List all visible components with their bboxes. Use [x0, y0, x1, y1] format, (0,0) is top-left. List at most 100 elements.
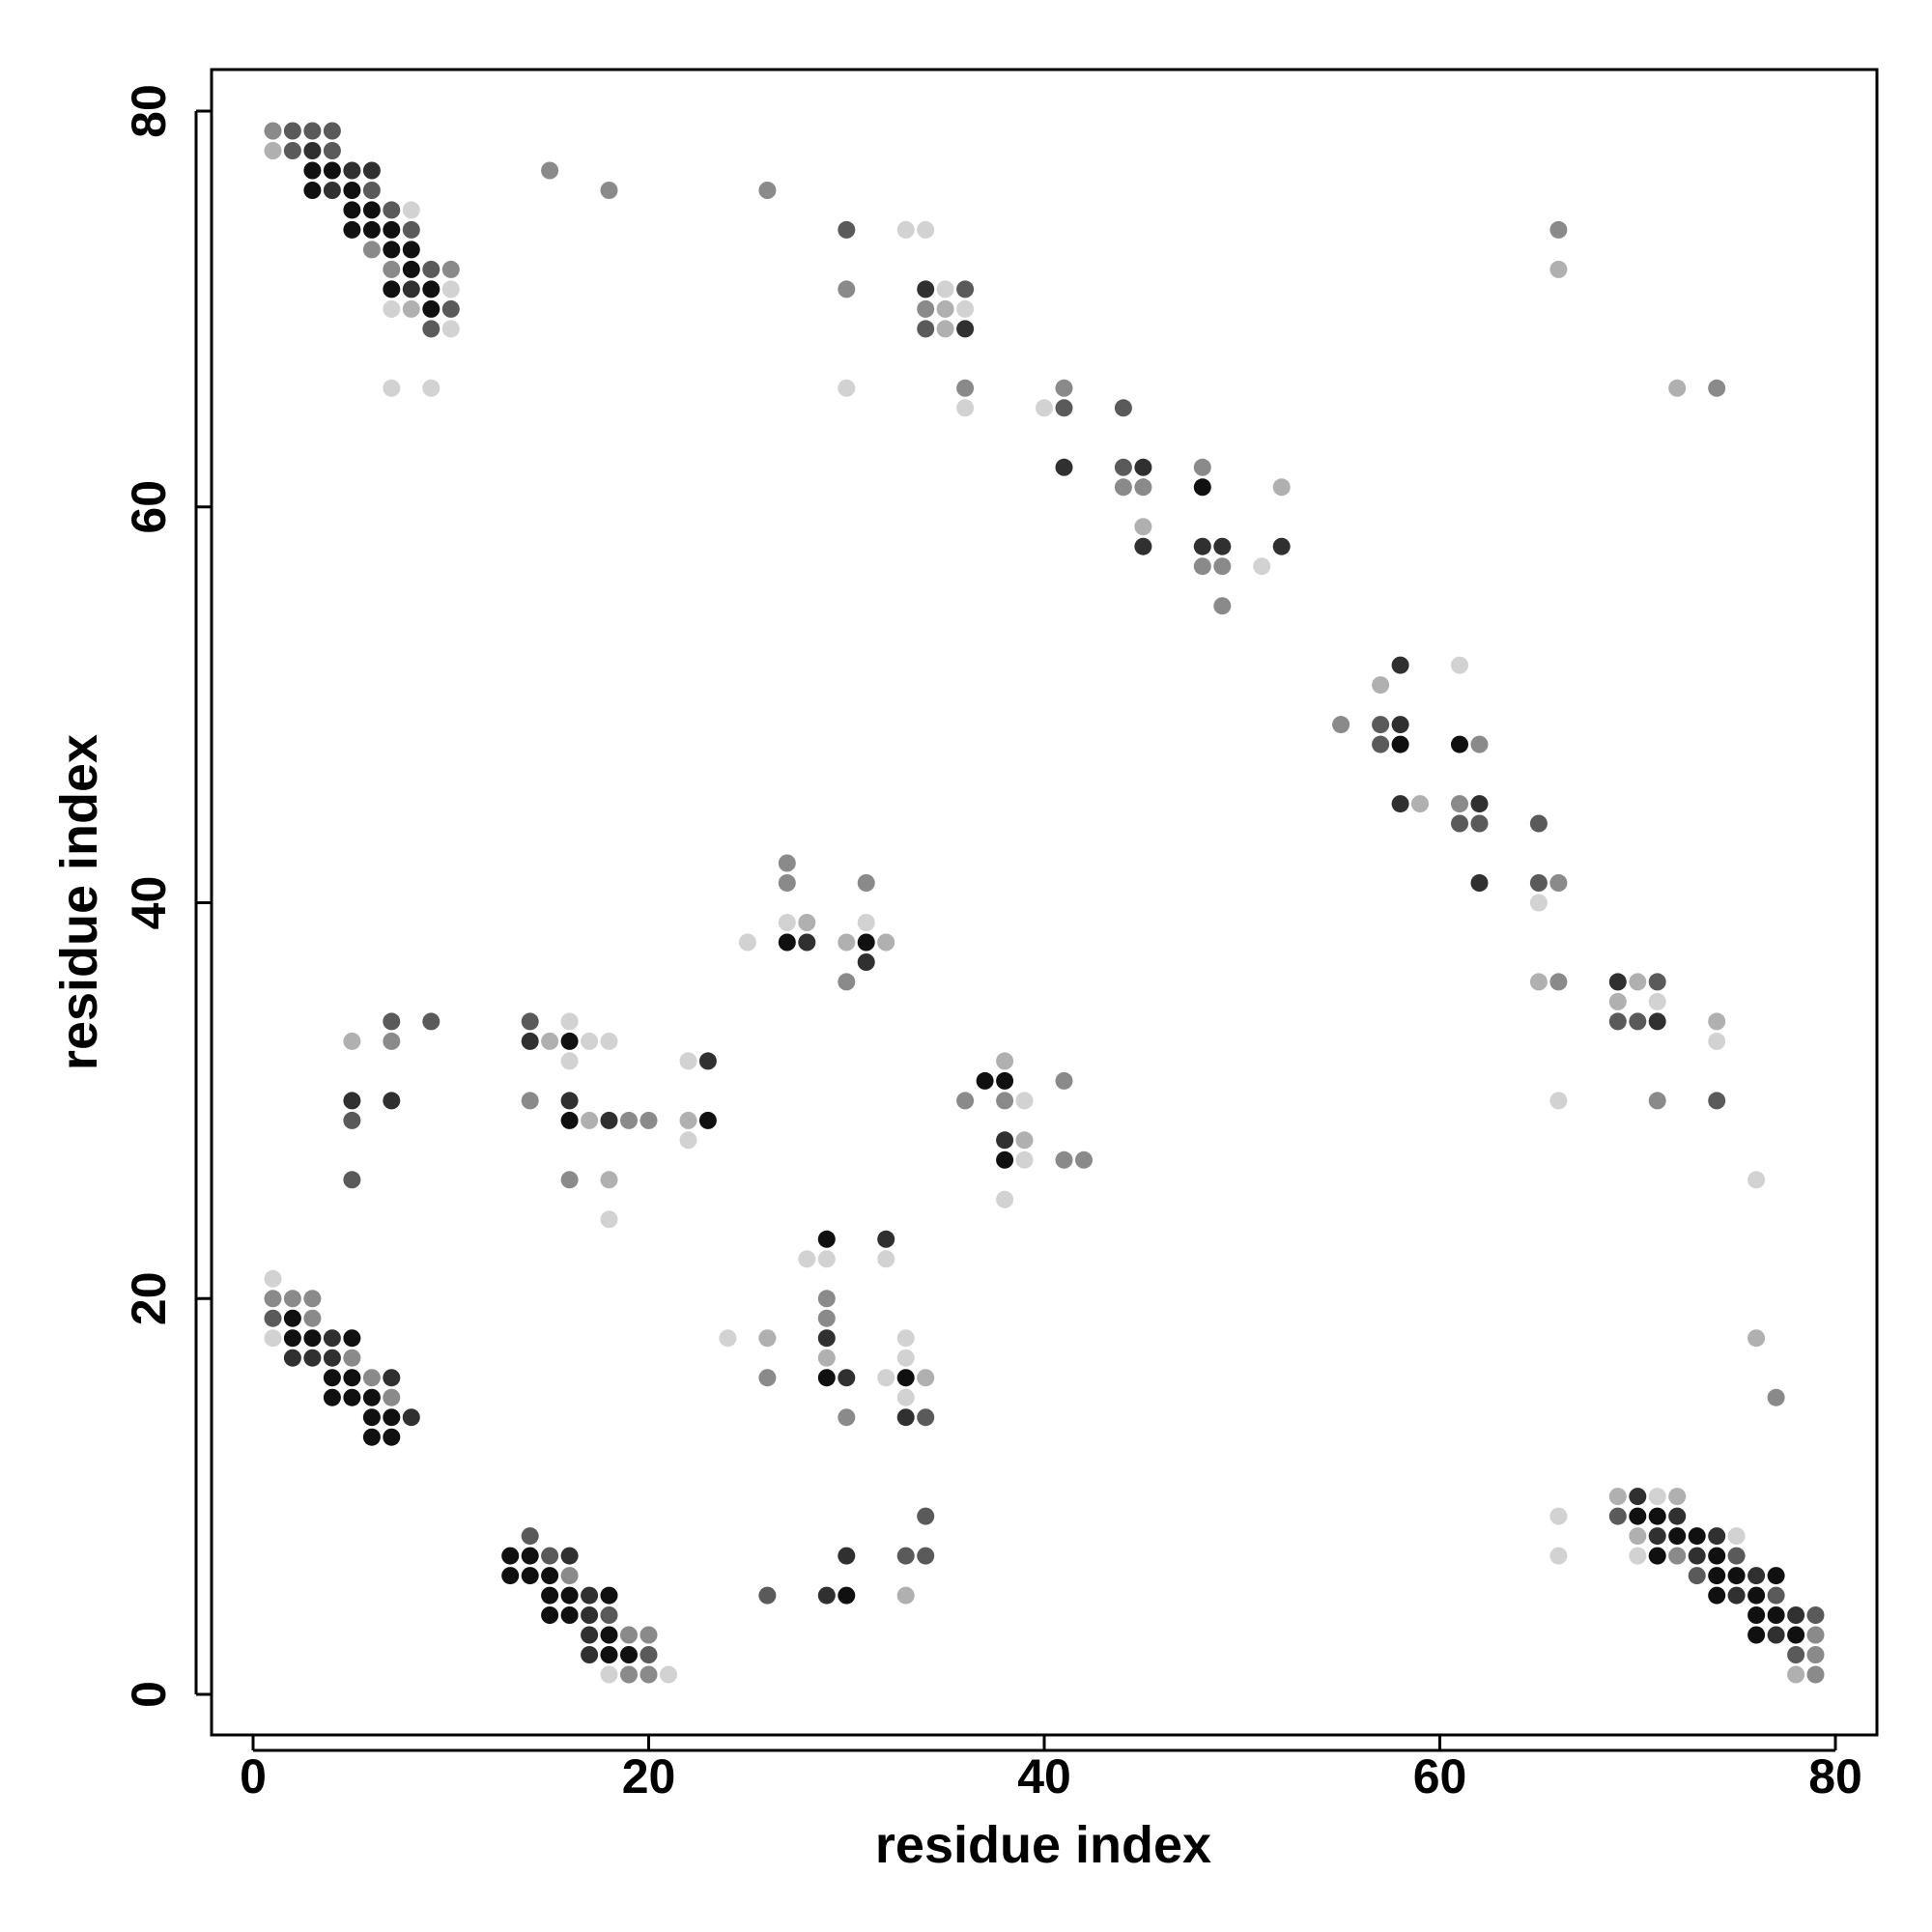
x-tick-label: 0 [240, 1749, 267, 1804]
data-point [383, 260, 401, 278]
data-point [383, 220, 401, 239]
data-point [838, 1586, 856, 1605]
data-point [1134, 537, 1152, 555]
data-point [1015, 1151, 1034, 1169]
data-point [877, 1230, 895, 1248]
data-point [1055, 1071, 1073, 1090]
data-point [1391, 716, 1409, 734]
data-point [1036, 399, 1053, 417]
data-point [896, 220, 915, 239]
data-point [303, 1349, 322, 1367]
data-point [976, 1071, 994, 1090]
data-point [1015, 1131, 1034, 1150]
data-point [1549, 1092, 1568, 1110]
data-point [323, 1369, 341, 1387]
data-point [1767, 1567, 1785, 1585]
data-point [402, 201, 420, 219]
data-point [1213, 557, 1232, 576]
data-point [581, 1646, 599, 1663]
data-point [679, 1131, 697, 1150]
data-point [541, 1586, 559, 1605]
data-point [857, 933, 875, 952]
data-point [560, 1547, 579, 1565]
data-point [817, 1349, 836, 1367]
data-point [303, 1290, 322, 1308]
data-point [1193, 537, 1211, 555]
data-point [383, 379, 401, 397]
data-point [1648, 992, 1666, 1010]
data-point [817, 1329, 836, 1348]
data-point [343, 1329, 361, 1348]
data-point [956, 399, 975, 417]
data-point [1470, 814, 1489, 833]
data-point [1114, 478, 1132, 497]
data-point [1629, 1527, 1647, 1546]
data-point [639, 1111, 658, 1129]
data-point [1055, 379, 1073, 397]
data-point [1134, 458, 1152, 476]
data-point [264, 1269, 282, 1288]
data-point [1529, 874, 1548, 892]
data-point [838, 1369, 856, 1387]
data-point [343, 201, 361, 219]
data-point [1193, 458, 1211, 476]
x-tick-label: 80 [1808, 1749, 1862, 1804]
data-point [1806, 1606, 1825, 1624]
data-point [402, 299, 420, 318]
data-point [1451, 735, 1468, 753]
data-point [422, 320, 440, 338]
data-point [1529, 814, 1548, 833]
data-point [679, 1052, 697, 1070]
data-point [1549, 260, 1568, 278]
data-point [1015, 1092, 1034, 1110]
data-point [422, 299, 440, 318]
data-point [581, 1586, 599, 1605]
data-point [323, 182, 341, 199]
data-point [1193, 557, 1211, 576]
data-point [343, 161, 361, 180]
data-point [541, 1567, 559, 1585]
data-point [896, 1547, 915, 1565]
data-point [581, 1626, 599, 1644]
data-point [343, 1388, 361, 1406]
data-point [620, 1665, 638, 1684]
data-point [620, 1111, 638, 1129]
data-point [1549, 220, 1568, 239]
data-point [1608, 973, 1627, 991]
data-point [560, 1111, 579, 1129]
data-point [798, 1250, 816, 1268]
data-point [521, 1527, 539, 1546]
data-point [541, 161, 559, 180]
data-point [1747, 1171, 1766, 1189]
data-point [383, 299, 401, 318]
data-point [303, 1309, 322, 1327]
data-point [541, 1547, 559, 1565]
y-tick-label: 40 [122, 876, 176, 930]
data-point [264, 122, 282, 140]
data-point [1055, 399, 1073, 417]
data-point [1055, 458, 1073, 476]
data-point [600, 1111, 618, 1129]
data-point [362, 241, 381, 259]
data-point [1806, 1665, 1825, 1684]
data-point [936, 280, 954, 298]
data-point [1055, 1151, 1073, 1169]
data-point [1787, 1665, 1805, 1684]
data-point [698, 1052, 717, 1070]
data-point [1767, 1388, 1785, 1406]
y-tick-label: 20 [122, 1271, 176, 1325]
data-point [1708, 1527, 1726, 1546]
data-point [896, 1369, 915, 1387]
data-point [600, 1606, 618, 1624]
data-point [1075, 1151, 1093, 1169]
data-point [1549, 1507, 1568, 1525]
data-point [560, 1092, 579, 1110]
data-point [303, 142, 322, 159]
data-point [1629, 1488, 1647, 1506]
data-point [422, 379, 440, 397]
data-point [778, 933, 796, 952]
data-point [1608, 1012, 1627, 1031]
data-point [877, 1369, 895, 1387]
data-point [323, 1388, 341, 1406]
data-point [1648, 1092, 1666, 1110]
